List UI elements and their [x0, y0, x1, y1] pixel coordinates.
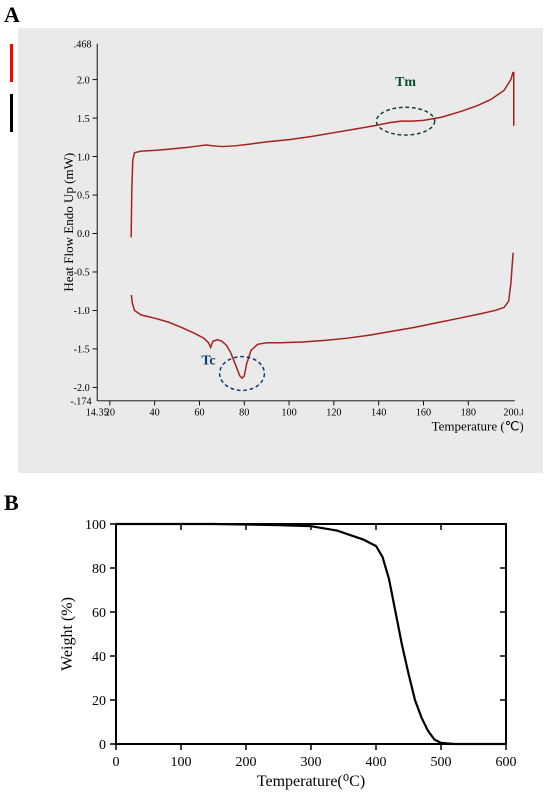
panel-b-label: B	[4, 490, 19, 516]
tga-chart: 0 100 200 300 400 500 600 Temperature(⁰C) 0 20 40 6…	[54, 512, 524, 792]
y-tick-label: -1.5	[74, 345, 90, 356]
x-tick-label: 100	[281, 408, 296, 419]
x-tick-label: 120	[326, 408, 341, 419]
x-axis-title: Temperature (℃)	[432, 419, 523, 434]
y-tick-label: 40	[92, 650, 106, 665]
svg-text:14.35: 14.35	[86, 408, 109, 419]
y-tick-label: 2.0	[77, 75, 90, 86]
y-tick-label: 1.0	[77, 152, 90, 163]
y-tick-label: 0	[99, 738, 106, 753]
x-axis-title: Temperature(⁰C)	[257, 773, 365, 790]
x-tick-label: 160	[416, 408, 431, 419]
svg-text:-.174: -.174	[70, 397, 91, 408]
y-tick-label: 100	[85, 518, 106, 533]
x-tick-label: 140	[371, 408, 386, 419]
dsc-chart: 2040608010012014016018014.35200.8Tempera…	[18, 28, 543, 473]
plot-frame	[116, 524, 506, 744]
tga-curve	[116, 524, 506, 744]
dsc-plot-svg: 2040608010012014016018014.35200.8Tempera…	[50, 38, 523, 438]
x-tick-label: 180	[461, 408, 476, 419]
y-axis-title: Weight (%)	[59, 597, 76, 671]
y-tick-label: 0.5	[77, 191, 90, 202]
legend-heating-bar	[10, 44, 13, 82]
x-tick-label: 100	[171, 755, 192, 770]
x-tick-label: 500	[431, 755, 452, 770]
x-tick-label: 600	[496, 755, 517, 770]
x-tick-label: 60	[194, 408, 204, 419]
cooling-curve	[131, 253, 513, 378]
panel-a-label: A	[4, 2, 20, 28]
x-tick-label: 300	[301, 755, 322, 770]
tc-label: Tc	[201, 353, 215, 368]
y-tick-label: 0.0	[77, 229, 90, 240]
x-tick-label: 0	[113, 755, 120, 770]
tga-plot-svg: 0 100 200 300 400 500 600 Temperature(⁰C) 0 20 40 6…	[54, 512, 524, 792]
x-tick-label: 40	[150, 408, 160, 419]
svg-text:.468: .468	[74, 39, 92, 50]
legend-cooling-bar	[10, 94, 13, 132]
svg-text:200.8: 200.8	[503, 408, 523, 419]
heating-curve	[131, 72, 513, 237]
tc-marker	[220, 357, 265, 391]
y-tick-label: 60	[92, 606, 106, 621]
y-tick-label: 20	[92, 694, 106, 709]
y-tick-label: -1.0	[74, 306, 90, 317]
x-tick-label: 200	[236, 755, 257, 770]
y-axis-title: Heat Flow Endo Up (mW)	[61, 153, 76, 292]
x-tick-label: 80	[239, 408, 249, 419]
x-tick-label: 400	[366, 755, 387, 770]
y-tick-label: 80	[92, 562, 106, 577]
y-tick-label: -2.0	[74, 383, 90, 394]
tm-label: Tm	[395, 75, 416, 90]
y-tick-label: 1.5	[77, 114, 90, 125]
